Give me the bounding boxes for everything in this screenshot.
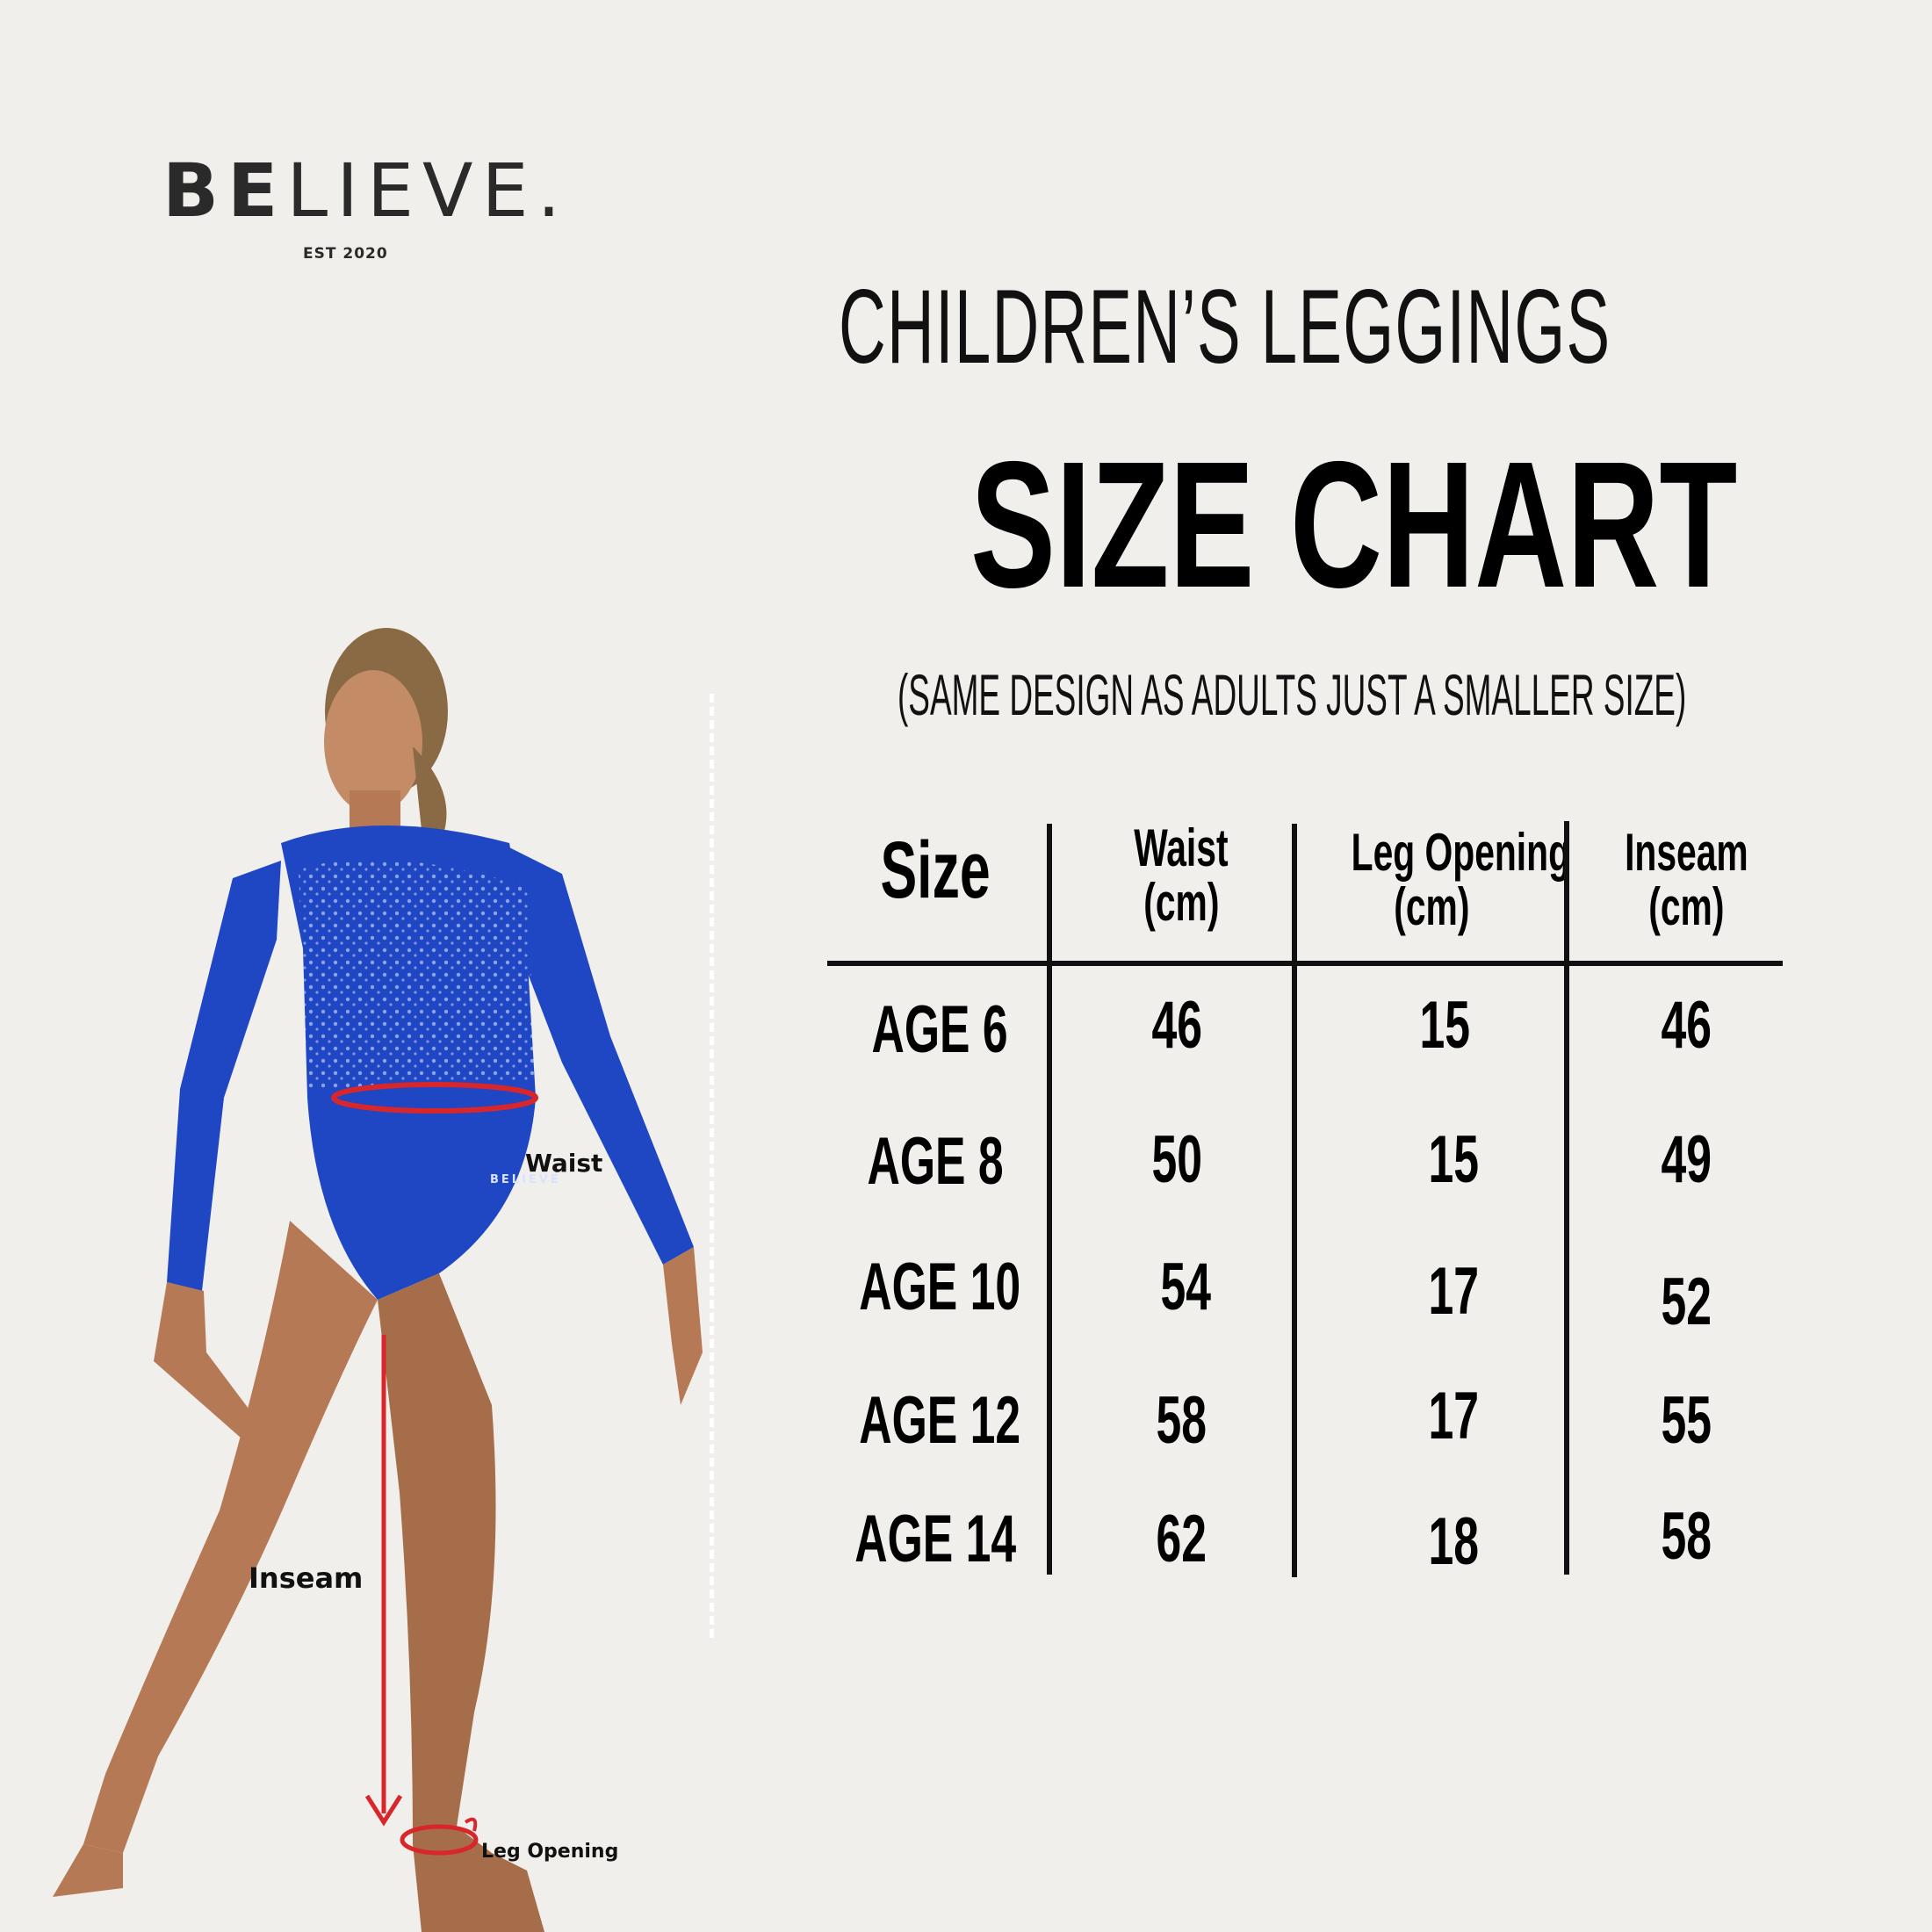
- column-header-unit: (cm): [1143, 873, 1220, 932]
- waist-cell: 50: [1151, 1122, 1202, 1197]
- column-header-label: Size: [880, 825, 991, 915]
- page-title: CHILDREN’S LEGGINGS: [839, 268, 1611, 386]
- inseam-cell: 46: [1661, 988, 1712, 1063]
- column-header-unit: (cm): [1393, 877, 1470, 936]
- logo-bold-part: BE: [162, 148, 287, 234]
- size-cell: AGE 14: [854, 1502, 1016, 1576]
- inseam-cell: 55: [1661, 1383, 1712, 1458]
- leg-opening-cell: 15: [1428, 1122, 1479, 1197]
- page-title-main: SIZE CHART: [970, 424, 1738, 625]
- leg-opening-cell: 17: [1428, 1379, 1479, 1453]
- waist-cell: 54: [1160, 1250, 1211, 1324]
- page-subtitle: (SAME DESIGN AS ADULTS JUST A SMALLER SI…: [898, 662, 1687, 727]
- leg-opening-cell: 15: [1419, 988, 1470, 1063]
- size-cell: AGE 6: [871, 992, 1008, 1067]
- logo-light-part: LIEVE.: [286, 148, 570, 234]
- table-column-rule: [1047, 824, 1052, 1575]
- model-illustration: [53, 628, 703, 1932]
- leg-opening-cell: 17: [1428, 1254, 1479, 1329]
- size-cell: AGE 10: [859, 1250, 1020, 1324]
- waist-cell: 58: [1156, 1383, 1207, 1458]
- column-header-waist: Waist (cm): [1054, 821, 1308, 930]
- dashed-divider: [710, 694, 714, 1638]
- inseam-label: Inseam: [249, 1561, 364, 1595]
- inseam-cell: 49: [1661, 1122, 1712, 1197]
- waist-cell: 62: [1156, 1502, 1207, 1576]
- logo-established: EST 2020: [303, 245, 388, 263]
- table-column-rule: [1292, 824, 1297, 1577]
- column-header-size: Size: [834, 825, 1036, 915]
- column-header-leg-opening: Leg Opening (cm): [1300, 825, 1570, 936]
- inseam-cell: 52: [1661, 1265, 1712, 1339]
- leg-opening-cell: 18: [1428, 1504, 1479, 1579]
- logo-wordmark: BELIEVE.: [162, 154, 560, 227]
- column-header-label: Waist: [1134, 818, 1229, 877]
- leg-opening-label: Leg Opening: [481, 1841, 619, 1863]
- column-header-unit: (cm): [1647, 877, 1725, 936]
- size-cell: AGE 12: [859, 1383, 1020, 1458]
- table-header-rule: [827, 961, 1783, 966]
- waist-label: Waist: [525, 1149, 603, 1178]
- brand-logo: BELIEVE. EST 2020: [162, 154, 560, 263]
- inseam-cell: 58: [1661, 1499, 1712, 1574]
- table-column-rule: [1564, 821, 1569, 1575]
- waist-cell: 46: [1151, 988, 1202, 1063]
- column-header-inseam: Inseam (cm): [1572, 825, 1800, 934]
- size-cell: AGE 8: [867, 1124, 1004, 1199]
- column-header-label: Leg Opening: [1351, 823, 1570, 882]
- garment-logo-mark: BELIEVE: [490, 1173, 561, 1186]
- column-header-label: Inseam: [1624, 823, 1748, 882]
